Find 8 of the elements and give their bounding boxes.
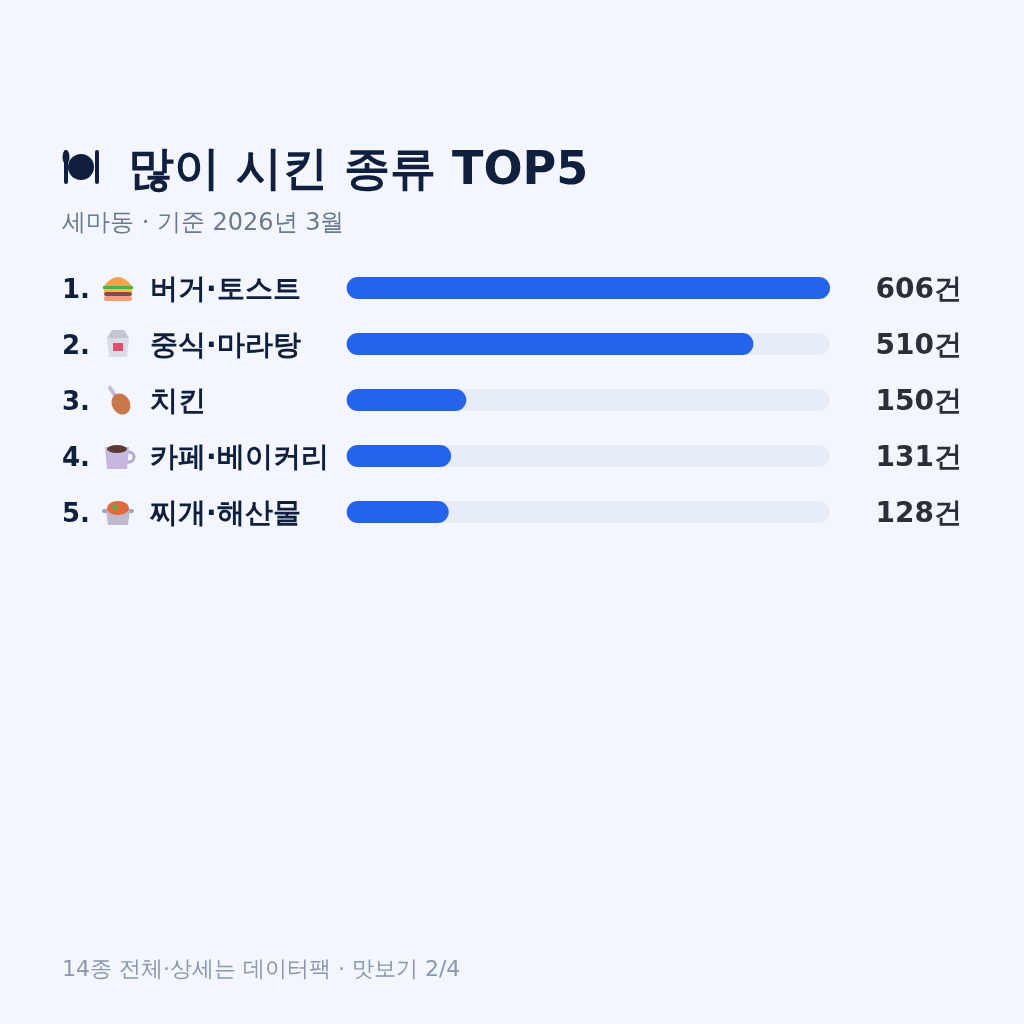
data-label: 150건 <box>875 384 962 417</box>
data-label: 128건 <box>875 496 962 529</box>
data-label: 606건 <box>875 272 962 305</box>
data-label: 510건 <box>875 328 962 361</box>
chart-title: 많이 시킨 종류 TOP5 <box>128 141 589 195</box>
data-label: 131건 <box>875 440 962 473</box>
annotation: 14종 전체·상세는 데이터팩 · 맛보기 2/4 <box>62 956 461 981</box>
chart-subtitle: 세마동 · 기준 2026년 3월 <box>62 208 345 236</box>
